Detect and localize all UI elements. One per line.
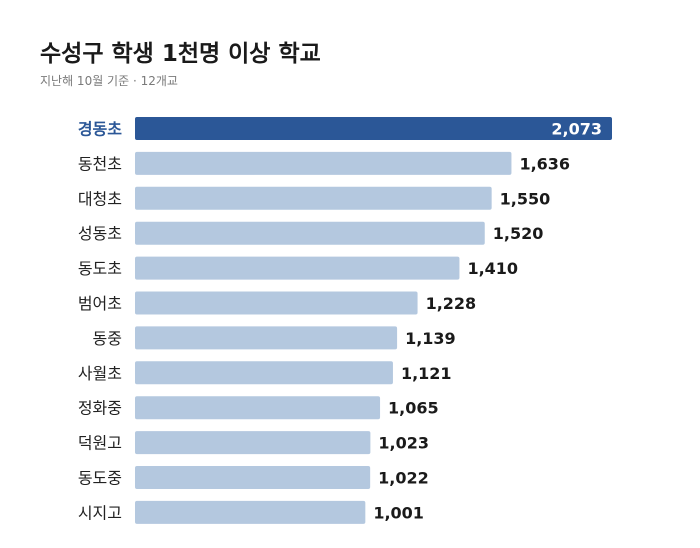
bar-6: [135, 291, 418, 315]
category-label: 대청초: [78, 189, 122, 208]
chart-title: 수성구 학생 1천명 이상 학교: [40, 41, 321, 67]
bar-9: [135, 396, 381, 420]
category-label: 정화중: [78, 399, 122, 418]
value-label: 1,022: [378, 469, 429, 488]
category-label: 동천초: [78, 154, 122, 173]
value-label: 1,023: [378, 434, 429, 453]
value-label: 1,410: [467, 259, 518, 278]
bar-8: [135, 361, 393, 385]
value-label: 1,520: [493, 224, 544, 243]
category-label: 사월초: [78, 364, 122, 383]
category-label: 경동초: [78, 120, 122, 139]
chart-subtitle: 지난해 10월 기준 · 12개교: [40, 74, 178, 88]
category-label: 범어초: [78, 294, 122, 313]
category-label: 성동초: [78, 224, 122, 243]
value-label: 2,073: [551, 120, 602, 139]
category-label: 동도초: [78, 259, 122, 278]
value-label: 1,550: [500, 189, 551, 208]
bar-12: [135, 500, 366, 524]
category-label: 덕원고: [78, 434, 122, 453]
bar-5: [135, 256, 460, 280]
bar-2: [135, 151, 512, 175]
category-label: 시지고: [78, 503, 122, 522]
value-label: 1,228: [426, 294, 477, 313]
bar-4: [135, 221, 485, 245]
bar-10: [135, 431, 371, 455]
value-label: 1,121: [401, 364, 452, 383]
category-label: 동도중: [78, 469, 122, 488]
bar-7: [135, 326, 398, 350]
value-label: 1,139: [405, 329, 456, 348]
value-label: 1,636: [519, 154, 570, 173]
bar-3: [135, 186, 492, 210]
value-label: 1,001: [373, 503, 424, 522]
value-label: 1,065: [388, 399, 439, 418]
category-label: 동중: [93, 329, 122, 348]
bar-11: [135, 466, 371, 489]
bar-1: [135, 117, 612, 140]
